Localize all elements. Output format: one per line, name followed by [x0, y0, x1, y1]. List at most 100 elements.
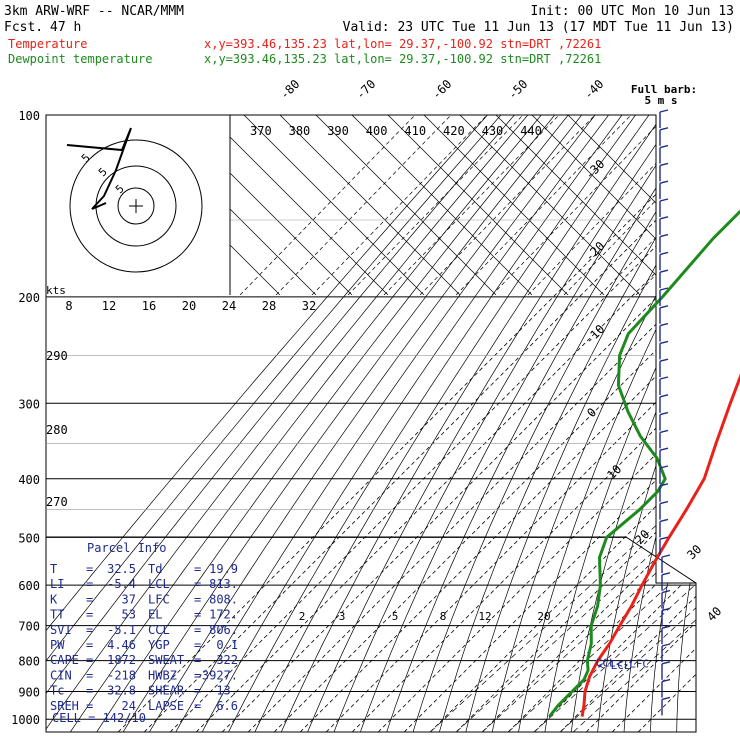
parcel-param-value: 3927.: [202, 668, 238, 682]
parcel-param-name: K: [50, 592, 58, 606]
mixing-ratio-upper-label: 28: [262, 299, 276, 313]
hodograph-ring-label: 5: [113, 182, 127, 196]
parcel-param-value: 6.6: [216, 699, 238, 713]
theta-top-label: 380: [289, 124, 311, 138]
parcel-param-name: LAPSE: [148, 699, 184, 713]
isotherm-line: [143, 115, 696, 732]
dry-adiabat-line: [412, 115, 696, 732]
isotherm-right-label: 20: [632, 527, 652, 547]
mixing-ratio-lower-label: 5: [392, 610, 399, 623]
parcel-param-equals: =: [86, 638, 93, 652]
isotherm-line: [429, 115, 696, 732]
plot-frame: [45, 114, 697, 733]
dry-adiabat-line: [280, 115, 650, 732]
dry-adiabat-line: [360, 115, 690, 732]
parcel-param-value: 32.5: [107, 562, 136, 576]
wind-barb-flag: [659, 429, 669, 434]
parcel-param-equals: =: [86, 699, 93, 713]
isotherm-right-label: -20: [582, 239, 607, 264]
parcel-param-name: SREH: [50, 699, 79, 713]
upper-grid: [230, 115, 656, 295]
parcel-param-value: 172.: [209, 608, 238, 622]
dry-adiabat-line: [333, 115, 677, 732]
wind-barb-flag: [659, 251, 669, 256]
wind-barb-flag: [659, 269, 669, 273]
upper-adiabat-line: [230, 244, 281, 295]
mixing-ratio-upper-label: 16: [142, 299, 156, 313]
hodograph: kts 5 5 5: [46, 115, 231, 297]
pressure-tick-label: 300: [18, 397, 40, 411]
isotherm-line: [351, 115, 696, 732]
dry-adiabat-line: [597, 115, 696, 732]
upper-isotherm-line: [599, 236, 656, 295]
theta-top-label: 410: [404, 124, 426, 138]
wind-barb-flag: [659, 447, 669, 451]
parcel-param-equals: =: [194, 668, 201, 682]
wind-barb-flag: [659, 305, 669, 309]
parcel-param-value: 322: [216, 653, 238, 667]
isotherm-line: [299, 115, 696, 732]
parcel-param-value: 1872: [107, 653, 136, 667]
parcel-param-equals: =: [86, 577, 93, 591]
forecast-label: Fcst.: [4, 20, 43, 35]
isotherm-top-label: -70: [353, 77, 378, 102]
pressure-tick-label: 700: [18, 620, 40, 634]
dewpoint-legend-label: Dewpoint temperature: [8, 52, 153, 66]
parcel-param-value: 808.: [209, 592, 238, 606]
upper-isotherm-line: [275, 115, 452, 295]
parcel-param-value: 4.46: [107, 638, 136, 652]
parcel-param-name: T: [50, 562, 57, 576]
wind-barb-flag: [661, 625, 671, 629]
forecast-hours: 47 h: [50, 20, 81, 35]
isotherm-line: [637, 115, 696, 732]
dry-adiabat-line: [518, 115, 696, 732]
pressure-tick-label: 900: [18, 686, 40, 700]
parcel-param-value: 806.: [209, 623, 238, 637]
isotherm-line: [247, 115, 696, 732]
dry-adiabat-line: [729, 115, 740, 732]
parcel-param-equals: =: [86, 653, 93, 667]
isotherm-line: [533, 115, 696, 732]
isotherm-line: [377, 115, 696, 732]
parcel-param-value: -218: [107, 668, 136, 682]
dry-adiabat-line: [544, 115, 696, 732]
pressure-tick-label: 1000: [11, 713, 40, 727]
isotherm-line: [455, 115, 696, 732]
hodograph-units-label: kts: [46, 284, 66, 297]
parcel-param-equals: =: [194, 699, 201, 713]
theta-top-label: 420: [443, 124, 465, 138]
mixing-ratio-lower-label: 3: [339, 610, 346, 623]
isotherm-right-label: 40: [704, 604, 724, 624]
dry-adiabat-line: [307, 115, 663, 732]
parcel-param-equals: =: [86, 668, 93, 682]
profiles: [548, 209, 740, 718]
upper-isotherm-line: [239, 115, 416, 295]
temperature-legend-label: Temperature: [8, 37, 87, 51]
isotherm-top-label: -50: [505, 77, 530, 102]
parcel-param-equals: =: [194, 684, 201, 698]
parcel-param-name: SHEAR: [148, 684, 185, 698]
parcel-cell-motion: CELL = 142/10: [52, 711, 146, 725]
isotherm-right-label: -10: [582, 322, 607, 347]
wind-barb-flag: [659, 536, 669, 540]
barb-legend-line1: Full barb:: [631, 83, 697, 96]
temperature-location-info: x,y=393.46,135.23 lat,lon= 29.37,-100.92…: [204, 37, 601, 51]
dry-adiabat-line: [70, 115, 542, 732]
pressure-tick-label: 500: [18, 531, 40, 545]
dry-adiabat-line: [465, 115, 696, 732]
isotherm-line: [117, 115, 696, 732]
pressure-tick-label: 600: [18, 579, 40, 593]
upper-adiabat-line: [230, 172, 353, 295]
dry-adiabat-line: [254, 115, 636, 732]
mixing-ratio-upper-label: 32: [302, 299, 316, 313]
wind-barb-flag: [659, 483, 669, 487]
dry-adiabat-line: [46, 115, 529, 732]
dewpoint-profile-line: [548, 209, 740, 718]
isotherm-line: [325, 115, 696, 732]
isotherm-right-label: 0: [584, 405, 599, 420]
wind-barb-flag: [661, 678, 671, 683]
moist-adiabat-line: [533, 509, 696, 732]
upper-adiabat-line: [495, 115, 656, 276]
dry-adiabat-line: [122, 115, 569, 732]
isotherm-line: [221, 115, 696, 732]
